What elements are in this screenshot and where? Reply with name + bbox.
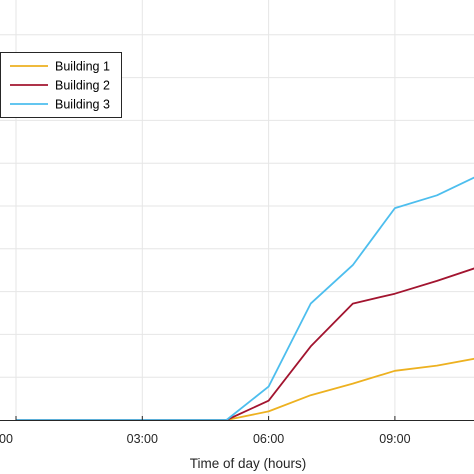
legend: Building 1 Building 2 Building 3 xyxy=(0,52,122,118)
x-axis-title: Time of day (hours) xyxy=(190,456,307,471)
x-tick-label: 09:00 xyxy=(379,432,410,446)
legend-label: Building 2 xyxy=(55,79,110,93)
grid xyxy=(0,0,474,420)
x-tick-label: 03:00 xyxy=(127,432,158,446)
legend-label: Building 1 xyxy=(55,60,110,74)
x-tick-label: 06:00 xyxy=(253,432,284,446)
legend-label: Building 3 xyxy=(55,98,110,112)
x-tick-label: 00 xyxy=(0,432,13,446)
